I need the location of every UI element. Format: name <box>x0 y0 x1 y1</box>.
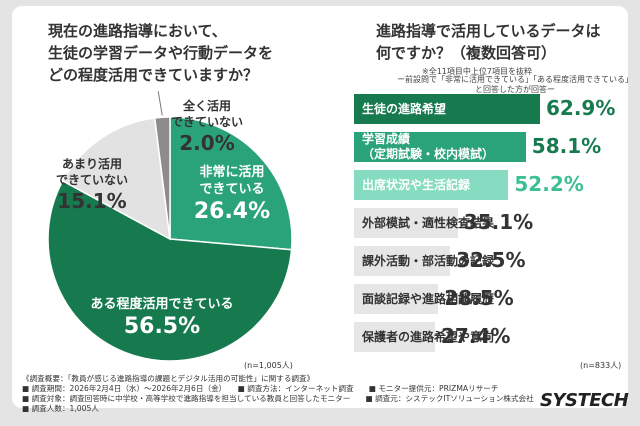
footer-line: 《調査概要：「教員が感じる進路指導の課題とデジタル活用の可能性」に関する調査》 <box>22 374 315 383</box>
pie-slice-label: 全く活用できていない 2.0% <box>142 98 272 156</box>
right-question-line: 何ですか？（複数回答可） <box>376 44 557 62</box>
pie-slice-label-text: できている <box>199 182 265 197</box>
pie-leader-line <box>157 91 163 116</box>
bar-category-text: 出席状況や生活記録 <box>362 177 471 192</box>
pie-slice-label-text: ある程度活用できている <box>90 297 234 312</box>
survey-footer: 《調査概要：「教員が感じる進路指導の課題とデジタル活用の可能性」に関する調査》 … <box>22 374 534 414</box>
pie-slice <box>47 179 293 362</box>
right-question-line: 進路指導で活用しているデータは <box>376 22 601 40</box>
bars-subtitle-line: ー前設問で「非常に活用できている」「ある程度活用できている」 <box>397 75 633 84</box>
right-question: 進路指導で活用しているデータは 何ですか？（複数回答可） <box>376 20 626 64</box>
pie-slice-value: 56.5% <box>123 314 201 339</box>
pie-slice-label: 非常に活用できている 26.4% <box>177 164 287 226</box>
systech-logo: SYSTECH <box>540 390 629 411</box>
pie-slice <box>61 117 171 241</box>
bar-value-label: 27.4% <box>441 324 511 348</box>
bar-value-label: 62.9% <box>546 96 616 120</box>
bar <box>354 94 540 124</box>
bar-category-text: 生徒の進路希望 <box>362 101 447 116</box>
bar-category-label: 学習成績 （定期試験・校内模試） <box>362 132 494 162</box>
left-question-line: 生徒の学習データや行動データを <box>48 44 274 62</box>
bar-value-label: 58.1% <box>531 134 602 158</box>
footer-line: ■ 調査対象：調査回答時に中学校・高等学校で進路指導を担当している教員と回答した… <box>22 394 534 403</box>
left-question-line: どの程度活用できていますか？ <box>48 66 259 84</box>
pie-slice-label-text: 非常に活用 <box>199 165 265 180</box>
infographic-card: 現在の進路指導において、 生徒の学習データや行動データを どの程度活用できていま… <box>12 6 633 408</box>
pie-slice-label-text: あまり活用 <box>61 157 122 171</box>
bar-value-label: 52.2% <box>514 172 584 196</box>
footer-line: ■ 調査期間：2026年2月4日（水）～2026年2月6日（金） ■ 調査方法：… <box>22 384 499 393</box>
pie-slice-label-text: できていない <box>170 115 243 129</box>
bar <box>354 208 458 238</box>
pie-slice-label-text: 全く活用 <box>182 99 231 113</box>
pie-slice-value: 2.0% <box>179 131 235 155</box>
left-question: 現在の進路指導において、 生徒の学習データや行動データを どの程度活用できていま… <box>48 20 338 86</box>
bar-category-text: 課外活動・部活動の記録 <box>362 253 495 268</box>
bar-category-text: 保護者の進路希望や意向 <box>362 329 495 344</box>
bar-category-text: 外部模試・適性検査結果 <box>362 215 495 230</box>
bar-category-text: （定期試験・校内模試） <box>362 147 495 161</box>
pie-slice-value: 15.1% <box>57 189 127 213</box>
bar <box>354 284 439 314</box>
bar <box>354 246 451 276</box>
pie-slice-label: ある程度活用できている 56.5% <box>52 296 272 341</box>
bar <box>354 132 526 162</box>
right-n-label: (n=833人) <box>580 361 622 370</box>
bar-category-label: 生徒の進路希望 <box>362 102 446 117</box>
bars-subtitle: ー前設問で「非常に活用できている」「ある程度活用できている」 と回答した方が回答… <box>390 75 640 95</box>
bar-value-label: 35.1% <box>463 210 534 234</box>
pie-slice-label: あまり活用できていない 15.1% <box>44 156 140 214</box>
bar-category-label: 出席状況や生活記録 <box>362 178 470 193</box>
bar-category-text: 学習成績 <box>362 132 411 146</box>
left-n-label: (n=1,005人) <box>244 361 293 370</box>
bar-value-label: 32.5% <box>456 248 526 272</box>
pie-slice-value: 26.4% <box>193 199 271 224</box>
bar-category-label: 保護者の進路希望や意向 <box>362 330 494 345</box>
footer-line: ■ 調査人数：1,005人 <box>22 404 99 413</box>
bar-category-label: 課外活動・部活動の記録 <box>362 254 494 269</box>
bar-category-label: 外部模試・適性検査結果 <box>362 216 494 231</box>
bar <box>354 170 509 200</box>
bars-note: ※全11項目中上位7項目を抜粋 <box>422 67 532 76</box>
pie-slice-label-text: できていない <box>55 173 128 187</box>
pie-slice <box>169 116 293 251</box>
pie-slice <box>153 116 171 240</box>
bar-category-label: 面談記録や進路相談履歴 <box>362 292 494 307</box>
bar-value-label: 28.5% <box>444 286 514 310</box>
bar-category-text: 面談記録や進路相談履歴 <box>362 291 495 306</box>
bar <box>354 322 435 352</box>
pie-chart <box>47 91 293 362</box>
left-question-line: 現在の進路指導において、 <box>48 22 227 40</box>
bars-subtitle-line: と回答した方が回答ー <box>475 85 555 94</box>
